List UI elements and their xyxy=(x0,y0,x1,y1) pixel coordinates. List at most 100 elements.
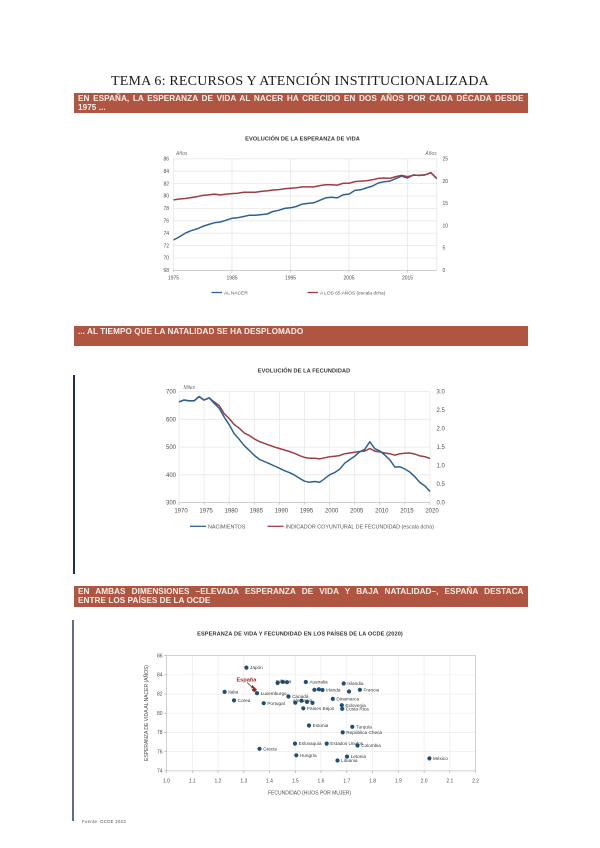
svg-text:2015: 2015 xyxy=(400,508,414,514)
svg-text:Luxemburgo: Luxemburgo xyxy=(261,691,287,696)
svg-text:Italia: Italia xyxy=(228,690,238,695)
svg-text:INDICADOR COYUNTURAL DE FECUND: INDICADOR COYUNTURAL DE FECUNDIDAD (esca… xyxy=(286,524,435,530)
svg-text:82: 82 xyxy=(163,181,169,187)
svg-text:Eslovenia: Eslovenia xyxy=(345,703,366,708)
svg-text:2005: 2005 xyxy=(350,508,364,514)
svg-text:25: 25 xyxy=(443,157,449,163)
svg-text:80: 80 xyxy=(163,194,169,200)
svg-text:1995: 1995 xyxy=(300,508,314,514)
svg-text:Islandia: Islandia xyxy=(347,681,364,686)
svg-text:400: 400 xyxy=(166,473,177,479)
svg-text:1990: 1990 xyxy=(275,508,289,514)
svg-text:1.0: 1.0 xyxy=(437,464,446,470)
svg-text:84: 84 xyxy=(157,673,163,679)
svg-text:2.2: 2.2 xyxy=(472,779,479,785)
svg-text:15: 15 xyxy=(443,201,449,207)
svg-text:Alemania: Alemania xyxy=(293,698,313,703)
svg-text:Letonia: Letonia xyxy=(351,754,367,759)
svg-text:1975: 1975 xyxy=(199,508,213,514)
svg-text:2010: 2010 xyxy=(375,508,389,514)
svg-text:AL NACER: AL NACER xyxy=(224,290,248,296)
svg-text:1.3: 1.3 xyxy=(240,779,247,785)
svg-text:80: 80 xyxy=(157,711,163,717)
svg-text:2.1: 2.1 xyxy=(446,779,453,785)
svg-text:74: 74 xyxy=(163,231,169,237)
svg-text:Turquía: Turquía xyxy=(356,724,372,729)
svg-text:FECUNDIDAD (HIJOS POR MUJER): FECUNDIDAD (HIJOS POR MUJER) xyxy=(268,791,351,797)
svg-text:78: 78 xyxy=(157,730,163,736)
svg-text:300: 300 xyxy=(166,501,177,507)
svg-text:Hungría: Hungría xyxy=(300,753,317,758)
svg-text:70: 70 xyxy=(163,256,169,262)
svg-text:78: 78 xyxy=(163,206,169,212)
svg-text:Corea: Corea xyxy=(238,698,251,703)
svg-text:ESPERANZA DE VIDA AL NACER (AÑ: ESPERANZA DE VIDA AL NACER (AÑOS) xyxy=(143,665,150,761)
svg-text:1985: 1985 xyxy=(250,508,264,514)
svg-text:2000: 2000 xyxy=(325,508,339,514)
svg-text:Costa Rica: Costa Rica xyxy=(346,706,369,711)
svg-text:1.9: 1.9 xyxy=(395,779,402,785)
svg-text:1975: 1975 xyxy=(168,276,179,282)
svg-text:76: 76 xyxy=(163,219,169,225)
svg-text:Eslovaquia: Eslovaquia xyxy=(299,741,322,746)
svg-text:74: 74 xyxy=(157,769,163,775)
svg-text:Estados Unidos: Estados Unidos xyxy=(330,741,363,746)
svg-text:86: 86 xyxy=(157,653,163,659)
svg-text:0: 0 xyxy=(443,268,446,274)
svg-text:NACIMIENTOS: NACIMIENTOS xyxy=(208,524,246,530)
svg-text:2.0: 2.0 xyxy=(437,427,446,433)
svg-text:5: 5 xyxy=(443,246,446,252)
svg-text:3.0: 3.0 xyxy=(437,390,446,396)
svg-text:Grecia: Grecia xyxy=(263,746,277,751)
svg-text:1970: 1970 xyxy=(174,508,188,514)
svg-text:EVOLUCIÓN DE LA FECUNDIDAD: EVOLUCIÓN DE LA FECUNDIDAD xyxy=(258,367,351,375)
svg-text:Lituania: Lituania xyxy=(341,758,358,763)
svg-text:Irlanda: Irlanda xyxy=(326,688,341,693)
svg-text:1.2: 1.2 xyxy=(215,779,222,785)
svg-text:2015: 2015 xyxy=(402,276,413,282)
svg-text:2005: 2005 xyxy=(343,276,354,282)
svg-text:10: 10 xyxy=(443,223,449,229)
svg-text:1.5: 1.5 xyxy=(292,779,299,785)
svg-text:Años: Años xyxy=(424,151,437,157)
svg-text:700: 700 xyxy=(166,390,177,396)
svg-text:1985: 1985 xyxy=(226,276,237,282)
svg-text:Portugal: Portugal xyxy=(267,701,284,706)
svg-text:México: México xyxy=(433,756,448,761)
svg-text:EVOLUCIÓN DE LA ESPERANZA DE V: EVOLUCIÓN DE LA ESPERANZA DE VIDA xyxy=(245,135,360,143)
svg-text:Países Bajos: Países Bajos xyxy=(307,706,335,711)
svg-text:Dinamarca: Dinamarca xyxy=(336,697,359,702)
svg-text:600: 600 xyxy=(166,417,177,423)
svg-text:1980: 1980 xyxy=(225,508,239,514)
svg-text:España: España xyxy=(236,677,257,683)
svg-text:2.0: 2.0 xyxy=(421,779,428,785)
svg-text:82: 82 xyxy=(157,692,163,698)
svg-text:Miles: Miles xyxy=(184,385,196,391)
svg-text:1.8: 1.8 xyxy=(369,779,376,785)
svg-text:1.6: 1.6 xyxy=(318,779,325,785)
svg-text:1995: 1995 xyxy=(285,276,296,282)
svg-text:A LOS 65 AÑOS (escala dcha): A LOS 65 AÑOS (escala dcha) xyxy=(320,289,386,296)
svg-text:86: 86 xyxy=(163,157,169,163)
svg-text:2.5: 2.5 xyxy=(437,408,446,414)
svg-text:1.1: 1.1 xyxy=(189,779,196,785)
svg-text:20: 20 xyxy=(443,179,449,185)
svg-text:Años: Años xyxy=(175,151,188,157)
svg-text:Francia: Francia xyxy=(364,687,380,692)
svg-text:Australia: Australia xyxy=(309,680,328,685)
svg-text:1.0: 1.0 xyxy=(163,779,170,785)
svg-text:1.5: 1.5 xyxy=(437,445,446,451)
svg-text:1.7: 1.7 xyxy=(343,779,350,785)
svg-text:76: 76 xyxy=(157,749,163,755)
svg-text:84: 84 xyxy=(163,169,169,175)
svg-text:República Checa: República Checa xyxy=(346,730,382,735)
svg-text:Colombia: Colombia xyxy=(361,743,381,748)
svg-text:0.0: 0.0 xyxy=(437,501,446,507)
svg-text:2020: 2020 xyxy=(425,508,439,514)
svg-text:72: 72 xyxy=(163,243,169,249)
svg-text:Japón: Japón xyxy=(250,665,263,670)
svg-text:500: 500 xyxy=(166,445,177,451)
svg-text:Estonia: Estonia xyxy=(313,723,329,728)
svg-text:ESPERANZA DE VIDA Y FECUNDIDAD: ESPERANZA DE VIDA Y FECUNDIDAD EN LOS PA… xyxy=(197,630,403,638)
svg-text:0.5: 0.5 xyxy=(437,482,446,488)
